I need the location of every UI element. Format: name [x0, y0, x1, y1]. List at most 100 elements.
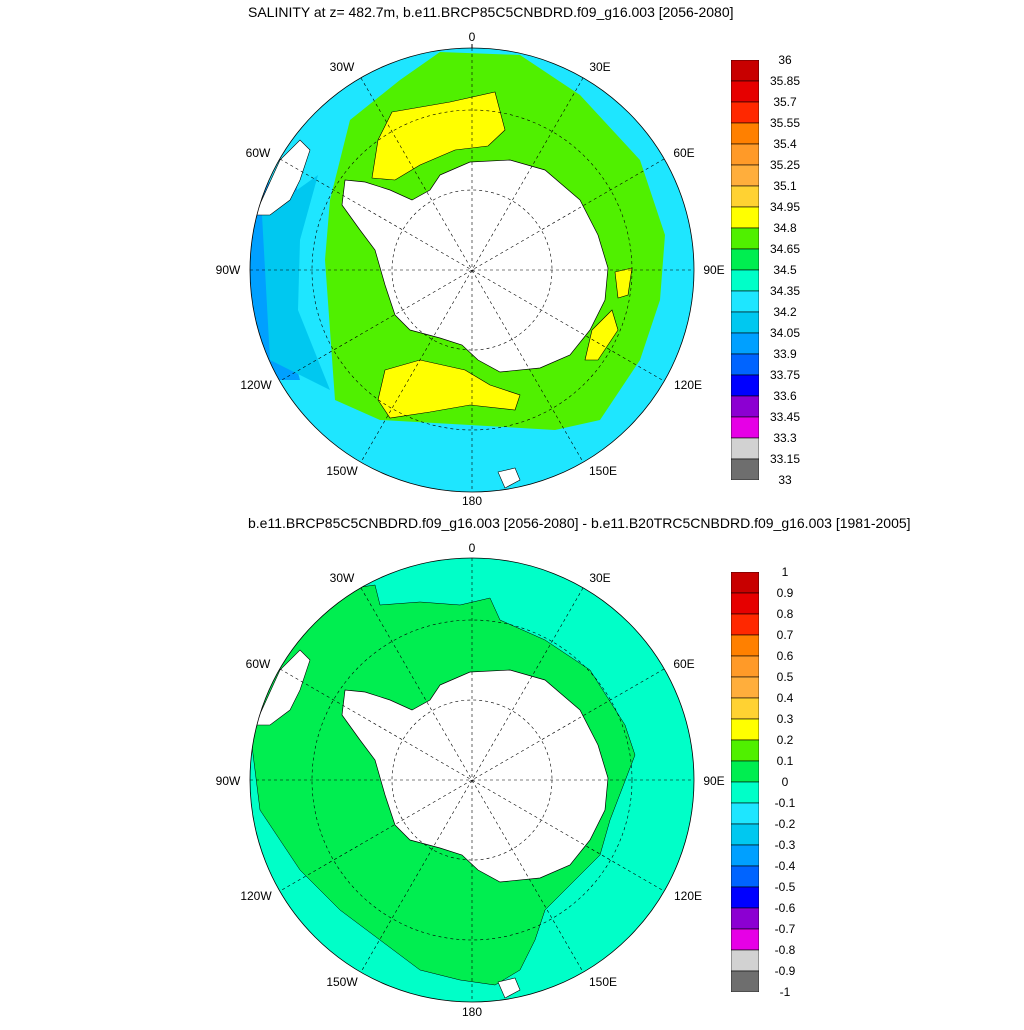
bottom-colorbar-swatch: [731, 760, 759, 783]
bottom-colorbar-swatch: [731, 613, 759, 636]
top-new-zealand-land: [497, 467, 521, 489]
bottom-colorbar-label: 0.1: [776, 754, 794, 768]
bottom-colorbar-label: 1: [781, 565, 789, 579]
top-colorbar-swatch: [731, 458, 759, 480]
bottom-colorbar-swatch: [731, 886, 759, 909]
top-colorbar-label: 34.2: [773, 305, 797, 319]
bottom-south-america-land: [254, 649, 311, 726]
top-colorbar-label: 33: [778, 473, 792, 487]
top-colorbar-label: 35.7: [773, 95, 797, 109]
bottom-lon-label-60e: 60E: [673, 657, 695, 671]
top-colorbar-label: 34.5: [773, 263, 797, 277]
top-lon-label-120w: 120W: [240, 378, 272, 392]
bottom-colorbar-label: -0.1: [774, 796, 796, 810]
top-colorbar-swatch: [731, 290, 759, 313]
top-core-yellow-east1: [614, 267, 633, 299]
top-colorbar-swatch: [731, 374, 759, 397]
top-polar-map: [249, 44, 695, 493]
bottom-colorbar-label: -0.4: [774, 859, 796, 873]
top-colorbar-label: 34.05: [769, 326, 801, 340]
top-colorbar-swatch: [731, 395, 759, 418]
bottom-colorbar-label: 0.3: [776, 712, 794, 726]
bottom-colorbar-swatch: [731, 697, 759, 720]
bottom-lon-label-30e: 30E: [589, 571, 611, 585]
top-colorbar-label: 33.45: [769, 410, 801, 424]
top-colorbar-swatch: [731, 311, 759, 334]
top-colorbar-swatch: [731, 248, 759, 271]
top-colorbar-swatch: [731, 80, 759, 103]
top-core-yellow-east2: [584, 309, 619, 361]
top-colorbar-swatch: [731, 227, 759, 250]
bottom-lon-label-120w: 120W: [240, 889, 272, 903]
top-lon-label-0: 0: [468, 30, 476, 44]
top-colorbar-swatch: [731, 437, 759, 460]
bottom-colorbar-label: 0.2: [776, 733, 794, 747]
top-lon-label-150w: 150W: [326, 464, 358, 478]
bottom-colorbar-swatch: [731, 718, 759, 741]
top-colorbar-label: 34.8: [773, 221, 797, 235]
top-colorbar-label: 35.55: [769, 116, 801, 130]
top-colorbar-swatch: [731, 122, 759, 145]
bottom-colorbar-swatch: [731, 844, 759, 867]
top-colorbar-swatch: [731, 269, 759, 292]
top-colorbar-label: 33.6: [773, 389, 797, 403]
bottom-lon-label-0: 0: [468, 541, 476, 555]
bottom-colorbar-label: 0.6: [776, 649, 794, 663]
top-lon-label-90w: 90W: [215, 263, 241, 277]
bottom-colorbar-swatch: [731, 802, 759, 825]
bottom-colorbar-label: -1: [779, 985, 791, 999]
top-west-band: [262, 175, 330, 390]
bottom-colorbar-swatch: [731, 739, 759, 762]
bottom-lon-label-150w: 150W: [326, 975, 358, 989]
top-colorbar-label: 34.35: [769, 284, 801, 298]
top-colorbar-label: 33.3: [773, 431, 797, 445]
bottom-lon-label-30w: 30W: [329, 571, 355, 585]
top-lon-label-30w: 30W: [329, 60, 355, 74]
bottom-colorbar-label: 0: [781, 775, 789, 789]
top-map-title: SALINITY at z= 482.7m, b.e11.BRCP85C5CNB…: [248, 4, 734, 20]
bottom-colorbar-label: -0.2: [774, 817, 796, 831]
top-core-yellow-south: [377, 359, 521, 419]
bottom-colorbar-label: 0.8: [776, 607, 794, 621]
top-colorbar-label: 35.85: [769, 74, 801, 88]
top-colorbar-label: 33.75: [769, 368, 801, 382]
top-colorbar: 36 35.85 35.7 35.55 35.4 35.25 35.1 34.95 34.8 34…: [730, 54, 810, 486]
bottom-colorbar-label: -0.3: [774, 838, 796, 852]
top-colorbar-swatch: [731, 332, 759, 355]
top-colorbar-label: 35.4: [773, 137, 797, 151]
top-colorbar-swatch: [731, 416, 759, 439]
bottom-colorbar-swatch: [731, 970, 759, 992]
top-colorbar-label: 34.65: [769, 242, 801, 256]
bottom-new-zealand-land: [497, 977, 521, 999]
top-lon-label-60w: 60W: [245, 146, 271, 160]
bottom-colorbar-swatch: [731, 865, 759, 888]
top-south-america-land: [254, 139, 311, 216]
top-lon-label-180: 180: [461, 494, 483, 508]
bottom-colorbar-label: -0.6: [774, 901, 796, 915]
bottom-colorbar-swatch: [731, 655, 759, 678]
top-colorbar-label: 34.95: [769, 200, 801, 214]
top-colorbar-swatch: [731, 353, 759, 376]
bottom-colorbar-label: -0.7: [774, 922, 796, 936]
top-colorbar-swatch: [731, 101, 759, 124]
top-lon-label-90e: 90E: [703, 263, 725, 277]
top-lon-label-60e: 60E: [673, 146, 695, 160]
bottom-colorbar-swatch: [731, 907, 759, 930]
bottom-colorbar-label: -0.5: [774, 880, 796, 894]
top-colorbar-label: 36: [778, 53, 792, 67]
bottom-lon-label-180: 180: [461, 1005, 483, 1019]
bottom-colorbar-label: 0.4: [776, 691, 794, 705]
top-colorbar-swatch: [731, 60, 759, 82]
bottom-colorbar-label: -0.8: [774, 943, 796, 957]
bottom-lon-label-90w: 90W: [215, 774, 241, 788]
bottom-colorbar-swatch: [731, 572, 759, 594]
bottom-colorbar-swatch: [731, 949, 759, 972]
bottom-map-title: b.e11.BRCP85C5CNBDRD.f09_g16.003 [2056-2…: [248, 515, 911, 531]
bottom-colorbar-label: 0.5: [776, 670, 794, 684]
bottom-colorbar-swatch: [731, 676, 759, 699]
top-colorbar-label: 33.9: [773, 347, 797, 361]
bottom-colorbar-swatch: [731, 592, 759, 615]
top-lon-label-120e: 120E: [673, 378, 703, 392]
top-colorbar-swatch: [731, 143, 759, 166]
bottom-colorbar-label: 0.7: [776, 628, 794, 642]
